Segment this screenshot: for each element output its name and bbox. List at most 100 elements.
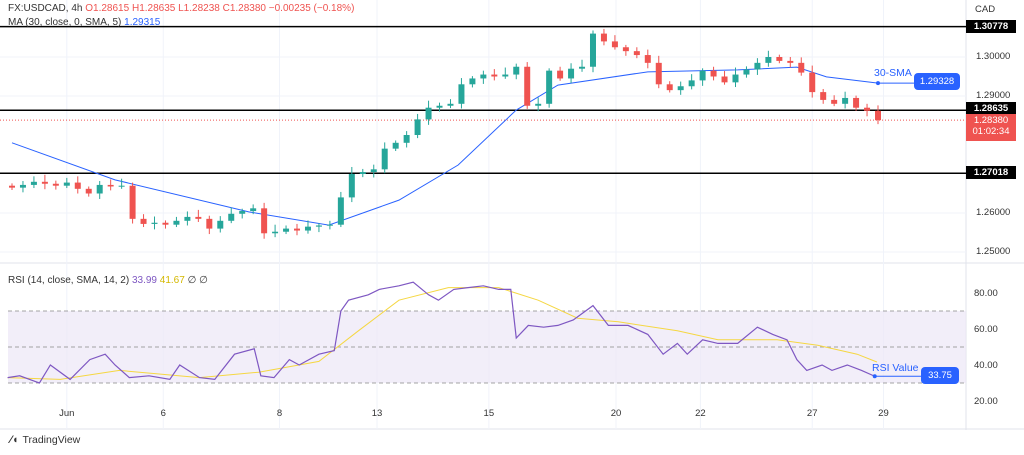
rsi-value: 33.99: [131, 275, 157, 286]
candle: [853, 97, 860, 108]
candle: [633, 51, 640, 56]
symbol[interactable]: FX:USDCAD, 4h: [8, 3, 83, 14]
level-label: 1.30778: [966, 20, 1016, 33]
candle: [283, 228, 290, 232]
candle: [228, 213, 235, 221]
candle: [140, 218, 147, 224]
candle: [206, 218, 213, 229]
candle: [85, 188, 92, 194]
time-tick: 20: [610, 408, 622, 419]
candle: [622, 47, 629, 52]
candle: [502, 74, 509, 77]
price-tick: 1.25000: [976, 246, 1011, 257]
candle: [425, 107, 432, 120]
candle: [414, 119, 421, 135]
candle: [491, 74, 498, 77]
candle: [600, 33, 607, 42]
candle: [381, 148, 388, 170]
time-tick: Jun: [59, 408, 75, 419]
currency-label: CAD: [975, 4, 996, 15]
candle: [579, 66, 586, 69]
candle: [732, 74, 739, 83]
candle: [294, 228, 301, 231]
rsi-tick: 60.00: [974, 324, 998, 335]
candle: [864, 107, 871, 111]
candle: [611, 41, 618, 48]
candle: [184, 216, 191, 221]
rsi-tick: 40.00: [974, 360, 998, 371]
candle: [74, 182, 81, 189]
time-tick: 6: [160, 408, 166, 419]
candle: [765, 57, 772, 63]
candle: [217, 220, 224, 229]
candle: [19, 184, 26, 188]
candle: [776, 57, 783, 61]
candle: [63, 182, 70, 186]
candle: [589, 33, 596, 67]
candle: [326, 224, 333, 226]
candle: [699, 70, 706, 81]
candle: [535, 103, 542, 106]
ma-legend[interactable]: MA (30, close, 0, SMA, 5) 1.29315: [8, 17, 160, 28]
time-tick: 15: [483, 408, 495, 419]
candle: [458, 84, 465, 104]
candle: [787, 60, 794, 63]
candle: [798, 62, 805, 73]
brand-name: TradingView: [22, 434, 81, 446]
candle: [250, 208, 257, 212]
sma-line: [11, 66, 879, 226]
candle: [239, 211, 246, 214]
candle: [337, 197, 344, 225]
candle: [9, 185, 15, 188]
rsi-tick: 80.00: [974, 288, 998, 299]
sma-annotation-text: 30-SMA: [874, 67, 912, 79]
candle: [447, 103, 454, 106]
candle: [370, 169, 377, 173]
price-tick: 1.30000: [976, 51, 1011, 62]
countdown: 01:02:34: [972, 126, 1010, 137]
level-label: 1.27018: [966, 166, 1016, 179]
tradingview-logo[interactable]: ⁄◖ TradingView: [10, 434, 80, 446]
low-value: L1.28238: [178, 3, 220, 14]
sma-annotation-value: 1.29328: [914, 73, 960, 90]
time-tick: 13: [371, 408, 383, 419]
candle: [118, 185, 125, 187]
candle: [568, 68, 575, 79]
candle: [403, 135, 410, 143]
candle: [392, 142, 399, 149]
candle: [546, 70, 553, 104]
rsi-annotation-value: 33.75: [921, 367, 959, 384]
candle: [677, 86, 684, 91]
close-value: C1.28380: [222, 3, 266, 14]
rsi-ma-value: 41.67: [159, 275, 185, 286]
candle: [721, 76, 728, 83]
candle: [469, 78, 476, 85]
candle: [743, 69, 750, 75]
candle: [304, 226, 311, 231]
candle: [359, 172, 366, 174]
candle: [272, 231, 279, 234]
tradingview-icon: ⁄◖: [10, 434, 19, 446]
candle: [754, 62, 761, 70]
time-tick: 8: [276, 408, 283, 419]
level-label: 1.28635: [966, 102, 1016, 115]
candle: [96, 184, 103, 194]
candle: [315, 225, 322, 227]
rsi-tick: 20.00: [974, 396, 998, 407]
candle: [666, 84, 673, 91]
current-price-label: 1.28380 01:02:34: [966, 114, 1016, 141]
candle: [151, 222, 158, 224]
rsi-legend[interactable]: RSI (14, close, SMA, 14, 2) 33.99 41.67 …: [8, 275, 208, 286]
time-tick: 22: [695, 408, 706, 419]
rsi-line: [7, 281, 875, 384]
current-price: 1.28380: [973, 115, 1009, 126]
candle: [107, 184, 114, 187]
rsi-annotation-dot: [872, 374, 877, 379]
candle: [173, 220, 180, 225]
candle: [710, 70, 717, 77]
time-tick: 29: [878, 408, 889, 419]
candle: [348, 174, 355, 198]
candle: [129, 185, 136, 219]
